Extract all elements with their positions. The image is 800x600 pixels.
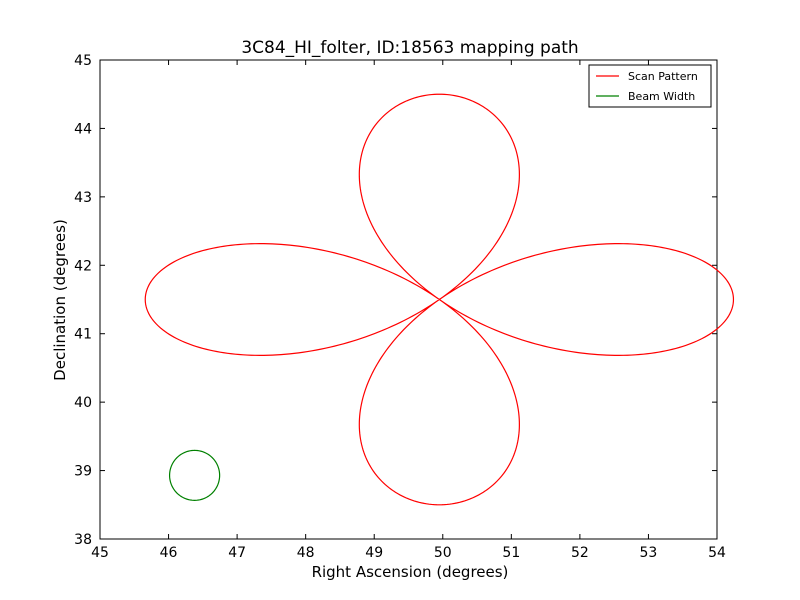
- y-tick-label: 42: [74, 258, 92, 274]
- legend-label-beam-width: Beam Width: [628, 90, 695, 103]
- x-tick-label: 52: [571, 545, 589, 561]
- x-axis-label: Right Ascension (degrees): [312, 563, 509, 581]
- scan-pattern-line: [144, 93, 735, 506]
- x-tick-label: 49: [365, 545, 383, 561]
- plot-area: [99, 59, 718, 540]
- y-tick-label: 40: [74, 395, 92, 411]
- y-tick-label: 43: [74, 190, 92, 206]
- x-tick-label: 48: [297, 545, 315, 561]
- axis-ticks: 45 46 47 48 49 50 51 52 53 54 38 39 40 41 42 43 44 45: [74, 53, 726, 561]
- x-tick-label: 45: [91, 545, 109, 561]
- plot-frame: [99, 59, 718, 540]
- legend: Scan Pattern Beam Width: [588, 64, 712, 108]
- x-tick-label: 54: [708, 545, 726, 561]
- x-tick-label: 47: [228, 545, 246, 561]
- legend-box: [588, 64, 712, 108]
- chart-title: 3C84_HI_folter, ID:18563 mapping path: [241, 38, 578, 58]
- y-tick-label: 44: [74, 121, 92, 137]
- x-tick-label: 50: [434, 545, 452, 561]
- y-tick-label: 45: [74, 53, 92, 69]
- x-tick-label: 51: [502, 545, 520, 561]
- x-tick-label: 53: [640, 545, 658, 561]
- y-tick-label: 39: [74, 464, 92, 480]
- series-layer: [144, 93, 735, 506]
- beam-width-circle: [168, 449, 221, 501]
- y-tick-label: 41: [74, 327, 92, 343]
- x-tick-label: 46: [160, 545, 178, 561]
- y-axis-label: Declination (degrees): [51, 219, 69, 381]
- legend-label-scan-pattern: Scan Pattern: [628, 70, 698, 83]
- y-tick-label: 38: [74, 532, 92, 548]
